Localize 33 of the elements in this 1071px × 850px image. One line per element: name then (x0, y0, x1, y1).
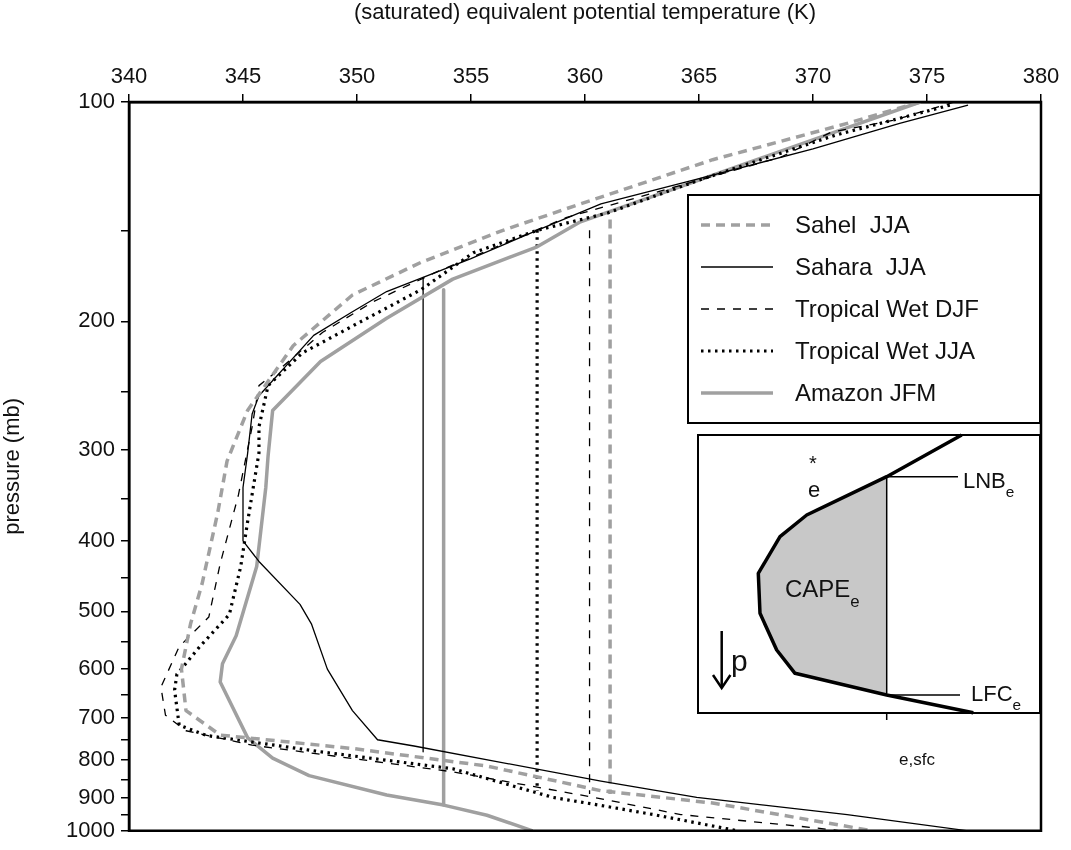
annotation: e (807, 477, 821, 502)
annotation: CAPE$_{e}$ (785, 575, 860, 611)
y-tick-label: 600 (78, 655, 115, 681)
legend-label: Sahel JJA (795, 211, 910, 239)
y-tick-label: 200 (78, 307, 115, 333)
x-tick-label: 365 (680, 62, 718, 88)
annotation: LFC$_{e}$ (971, 681, 1022, 713)
y-tick-label: 800 (78, 746, 115, 772)
y-tick-label: 100 (78, 88, 115, 114)
legend-label: Amazon JFM (795, 379, 937, 407)
x-tick-label: 375 (908, 62, 946, 88)
y-tick-label: 300 (78, 435, 115, 461)
annotation: * (809, 452, 818, 474)
legend-label: Tropical Wet JJA (795, 337, 976, 365)
y-tick-label: 900 (78, 783, 115, 809)
x-tick-label: 345 (224, 62, 262, 88)
y-axis-title: pressure (mb) (0, 397, 25, 535)
x-axis-title: (saturated) equivalent potential temperature (K) (353, 0, 817, 25)
x-tick-label: 340 (110, 62, 148, 88)
x-tick-label: 350 (338, 62, 376, 88)
annotation: e,sfc (899, 750, 936, 769)
annotation: LNB$_{e}$ (963, 468, 1015, 500)
y-tick-label: 500 (78, 597, 115, 623)
legend-label: Sahara JJA (795, 253, 926, 281)
legend-label: Tropical Wet DJF (795, 295, 980, 323)
x-tick-label: 380 (1022, 62, 1060, 88)
x-tick-label: 370 (794, 62, 832, 88)
annotation: p (731, 644, 748, 677)
y-tick-label: 700 (78, 703, 115, 729)
x-tick-label: 360 (566, 62, 604, 88)
x-tick-label: 355 (452, 62, 490, 88)
y-tick-label: 1000 (66, 816, 115, 842)
y-tick-label: 400 (78, 526, 115, 552)
